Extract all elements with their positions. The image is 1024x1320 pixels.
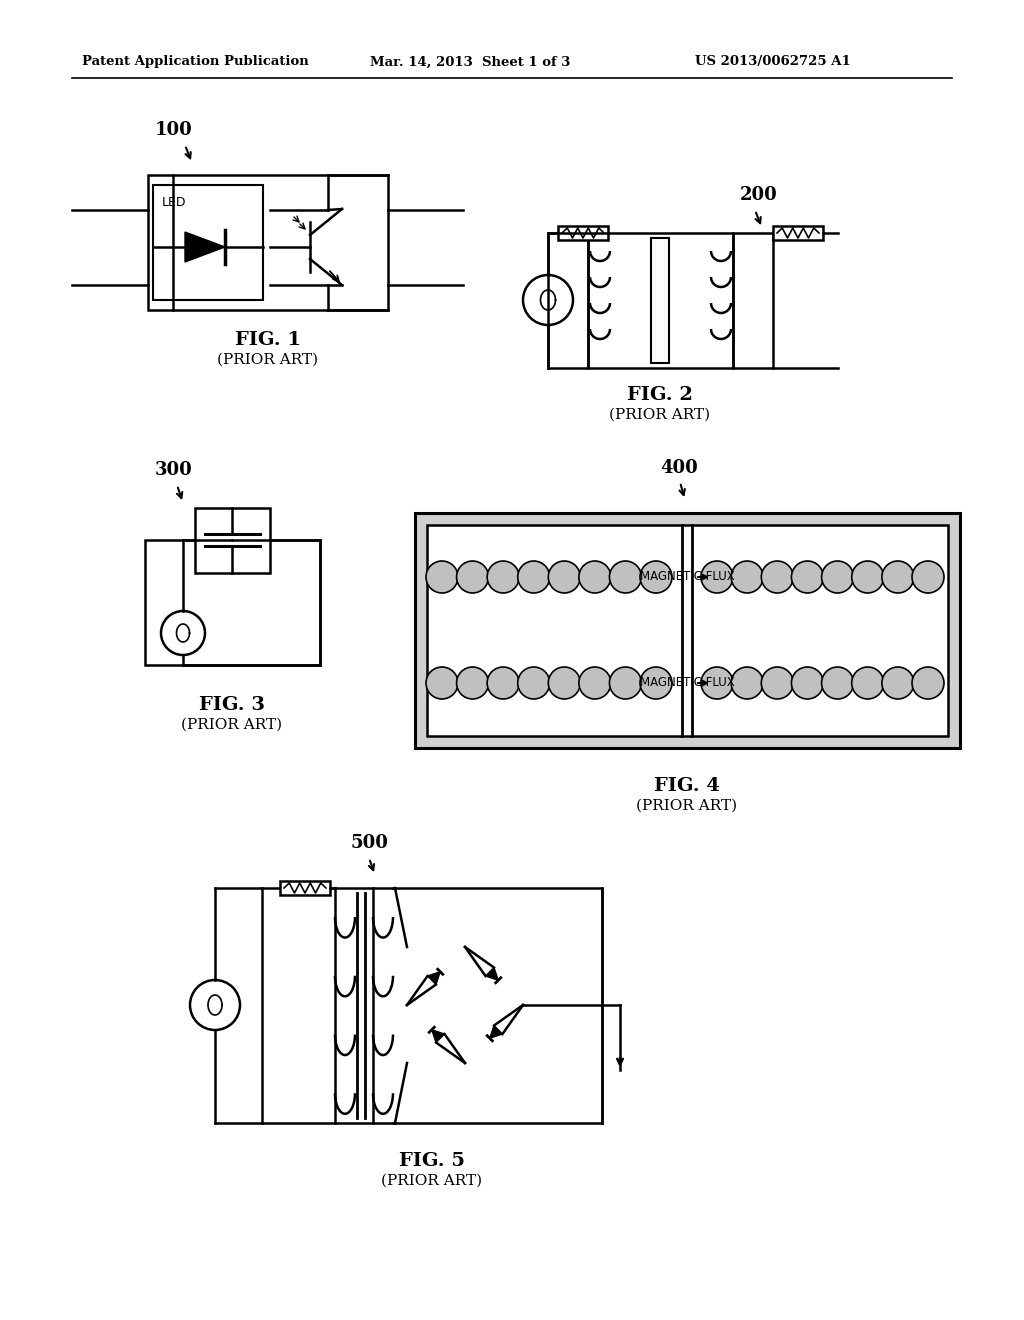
Circle shape — [761, 667, 794, 700]
Circle shape — [912, 667, 944, 700]
Text: FIG. 1: FIG. 1 — [234, 331, 301, 348]
Circle shape — [487, 561, 519, 593]
Circle shape — [701, 561, 733, 593]
Circle shape — [852, 667, 884, 700]
Polygon shape — [485, 968, 499, 981]
Circle shape — [640, 561, 672, 593]
Text: (PRIOR ART): (PRIOR ART) — [217, 352, 318, 367]
Circle shape — [518, 561, 550, 593]
Text: MAGNETIC FLUX: MAGNETIC FLUX — [640, 676, 734, 689]
Text: (PRIOR ART): (PRIOR ART) — [609, 408, 711, 422]
Polygon shape — [185, 232, 225, 261]
Bar — [153, 185, 263, 300]
Circle shape — [852, 561, 884, 593]
Text: FIG. 2: FIG. 2 — [627, 385, 693, 404]
Circle shape — [609, 667, 641, 700]
Bar — [148, 176, 388, 310]
Polygon shape — [489, 1026, 503, 1039]
Text: (PRIOR ART): (PRIOR ART) — [381, 1173, 482, 1188]
Text: 300: 300 — [155, 461, 193, 479]
Circle shape — [701, 667, 733, 700]
Text: (PRIOR ART): (PRIOR ART) — [637, 799, 737, 813]
Text: 100: 100 — [155, 121, 193, 139]
Circle shape — [518, 667, 550, 700]
Circle shape — [912, 561, 944, 593]
Circle shape — [882, 667, 913, 700]
Circle shape — [457, 561, 488, 593]
Circle shape — [579, 667, 611, 700]
Circle shape — [821, 667, 854, 700]
Circle shape — [609, 561, 641, 593]
Circle shape — [761, 561, 794, 593]
Circle shape — [426, 667, 458, 700]
Text: US 2013/0062725 A1: US 2013/0062725 A1 — [695, 55, 851, 69]
Circle shape — [821, 561, 854, 593]
Circle shape — [548, 561, 581, 593]
Circle shape — [579, 561, 611, 593]
Text: Mar. 14, 2013  Sheet 1 of 3: Mar. 14, 2013 Sheet 1 of 3 — [370, 55, 570, 69]
Bar — [415, 513, 961, 748]
Circle shape — [487, 667, 519, 700]
Text: FIG. 5: FIG. 5 — [399, 1152, 465, 1170]
Text: Patent Application Publication: Patent Application Publication — [82, 55, 309, 69]
Text: LED: LED — [162, 197, 186, 210]
Circle shape — [792, 561, 823, 593]
Text: 400: 400 — [660, 459, 697, 477]
Bar — [145, 540, 319, 665]
Circle shape — [792, 667, 823, 700]
Text: 200: 200 — [740, 186, 778, 205]
Bar — [558, 226, 608, 240]
Text: FIG. 3: FIG. 3 — [199, 696, 265, 714]
Bar — [280, 880, 330, 895]
Circle shape — [640, 667, 672, 700]
Text: MAGNETIC FLUX: MAGNETIC FLUX — [640, 570, 734, 583]
Polygon shape — [427, 972, 440, 985]
Bar — [548, 234, 588, 368]
Bar — [195, 508, 270, 573]
Circle shape — [426, 561, 458, 593]
Circle shape — [548, 667, 581, 700]
Text: (PRIOR ART): (PRIOR ART) — [181, 718, 283, 733]
Circle shape — [731, 667, 763, 700]
Circle shape — [882, 561, 913, 593]
Circle shape — [731, 561, 763, 593]
Bar — [651, 238, 669, 363]
Bar — [773, 226, 823, 240]
Circle shape — [457, 667, 488, 700]
Bar — [262, 888, 602, 1123]
Bar — [588, 234, 733, 368]
Bar — [427, 525, 948, 737]
Text: FIG. 4: FIG. 4 — [654, 777, 720, 795]
Bar — [733, 234, 773, 368]
Polygon shape — [432, 1030, 444, 1043]
Text: 500: 500 — [350, 834, 388, 851]
